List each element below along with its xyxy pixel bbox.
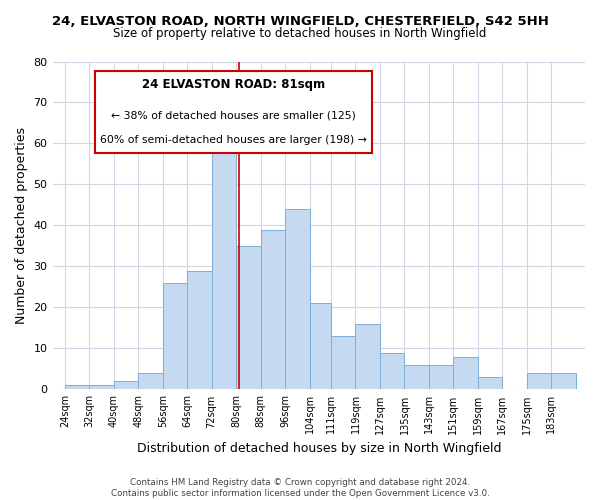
Bar	[285, 209, 310, 390]
Bar	[478, 377, 502, 390]
Bar	[65, 386, 89, 390]
Bar	[114, 381, 138, 390]
X-axis label: Distribution of detached houses by size in North Wingfield: Distribution of detached houses by size …	[137, 442, 501, 455]
Bar	[310, 304, 331, 390]
Bar	[138, 373, 163, 390]
Text: Size of property relative to detached houses in North Wingfield: Size of property relative to detached ho…	[113, 28, 487, 40]
Bar	[355, 324, 380, 390]
Bar	[404, 365, 429, 390]
Text: Contains HM Land Registry data © Crown copyright and database right 2024.
Contai: Contains HM Land Registry data © Crown c…	[110, 478, 490, 498]
Text: ← 38% of detached houses are smaller (125): ← 38% of detached houses are smaller (12…	[111, 110, 356, 120]
Bar	[89, 386, 114, 390]
Text: 24, ELVASTON ROAD, NORTH WINGFIELD, CHESTERFIELD, S42 5HH: 24, ELVASTON ROAD, NORTH WINGFIELD, CHES…	[52, 15, 548, 28]
Bar	[454, 356, 478, 390]
Bar	[163, 283, 187, 390]
Bar	[331, 336, 355, 390]
Bar	[187, 270, 212, 390]
Text: 60% of semi-detached houses are larger (198) →: 60% of semi-detached houses are larger (…	[100, 136, 367, 145]
Bar	[212, 136, 236, 390]
Bar	[380, 352, 404, 390]
Y-axis label: Number of detached properties: Number of detached properties	[15, 127, 28, 324]
Bar	[429, 365, 454, 390]
Text: 24 ELVASTON ROAD: 81sqm: 24 ELVASTON ROAD: 81sqm	[142, 78, 325, 90]
Bar	[527, 373, 551, 390]
Bar	[551, 373, 576, 390]
Bar	[260, 230, 285, 390]
FancyBboxPatch shape	[95, 72, 372, 154]
Bar	[236, 246, 260, 390]
